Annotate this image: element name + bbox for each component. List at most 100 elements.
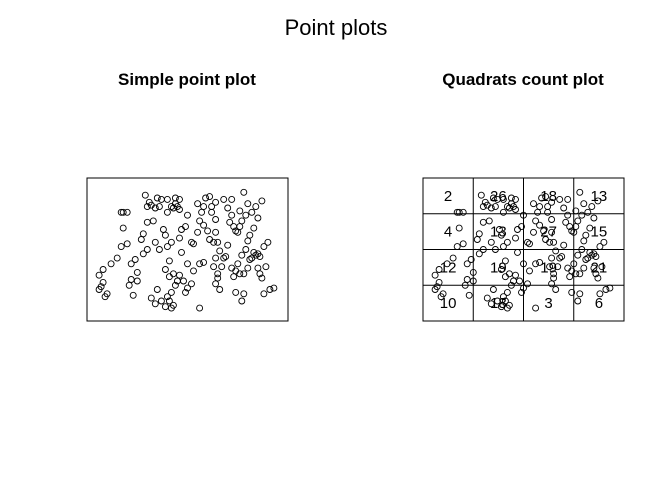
quadrat-plot-point (483, 294, 491, 302)
quadrat-plot-point (544, 208, 552, 216)
quadrats-count-plot-panel: Quadrats count plot 2 26 18 13 4 13 27 15 12 19 19… (422, 70, 625, 322)
simple-plot-point (240, 188, 248, 196)
simple-plot-point (248, 208, 256, 216)
quadrat-plot-point (503, 288, 511, 296)
quadrat-plot-point (556, 195, 564, 203)
quadrat-plot-point (572, 207, 580, 215)
simple-plot-point (167, 238, 175, 246)
simple-plot-point (107, 260, 115, 268)
simple-plot-point (214, 238, 222, 246)
simple-plot-point (190, 240, 197, 248)
simple-plot-point (194, 228, 202, 236)
quadrat-plot-point (600, 238, 608, 246)
quadrat-plot-point (580, 264, 588, 272)
simple-plot-point (161, 266, 169, 273)
simple-plot-point (184, 260, 191, 268)
quadrat-count-label: 12 (440, 259, 457, 276)
quadrat-plot-point (548, 280, 556, 288)
simple-plot-point (129, 291, 137, 299)
quadrat-plot-point (580, 237, 588, 245)
simple-plot-point (113, 254, 121, 262)
quadrat-count-label: 6 (595, 295, 603, 312)
quadrat-plot-point (499, 243, 507, 251)
figure-title: Point plots (285, 15, 388, 40)
simple-plot-point (151, 238, 159, 246)
quadrat-count-label: 19 (540, 259, 557, 276)
quadrat-plot-point (540, 227, 548, 235)
quadrat-plot-point (487, 300, 495, 308)
quadrat-plot-point (518, 288, 525, 296)
quadrat-plot-point (499, 293, 507, 301)
quadrat-plot-point (431, 286, 439, 293)
simple-plot-point (139, 230, 147, 238)
simple-plot-point (137, 236, 145, 243)
simple-plot-point (95, 286, 103, 293)
quadrat-count-label: 15 (591, 224, 608, 241)
simple-plot-point (212, 280, 220, 288)
simple-plot-point (212, 216, 220, 223)
quadrat-plot-point (586, 224, 594, 232)
quadrat-plot-point (606, 284, 614, 292)
quadrat-plot-point (536, 258, 544, 266)
quadrat-plot-point (560, 241, 568, 249)
quadrat-plot-point (580, 200, 588, 208)
quadrat-count-label: 10 (440, 295, 457, 312)
quadrat-plot-point (497, 303, 505, 311)
quadrat-counts: 2 26 18 13 4 13 27 15 12 19 19 21 10 18 3 6 (440, 188, 607, 312)
quadrat-plot-point (548, 198, 556, 206)
quadrat-plot-point (497, 231, 505, 239)
simple-plot-point (244, 264, 252, 272)
simple-plot-point (240, 270, 248, 278)
simple-plot-point (254, 264, 262, 272)
simple-plot-point (206, 193, 214, 201)
quadrat-plot-point (487, 238, 495, 246)
simple-plot-point (218, 263, 226, 271)
simple-plot-point (169, 270, 177, 278)
simple-plot-point (210, 263, 218, 271)
simple-plot-point (125, 281, 133, 289)
simple-plot-point (95, 271, 103, 279)
quadrat-plot-point (578, 246, 586, 253)
simple-plot-point (234, 260, 242, 268)
quadrat-plot-point (592, 253, 600, 261)
simple-plot-point (171, 281, 179, 289)
simple-plot-point (165, 273, 173, 281)
simple-point-plot-panel: Simple point plot (86, 70, 289, 322)
quadrat-plot-point (455, 224, 463, 232)
simple-plot-point (238, 251, 246, 259)
simple-plot-point (143, 246, 151, 253)
simple-plot-point (167, 203, 175, 211)
simple-plot-point (123, 208, 131, 216)
quadrat-plot-point (546, 263, 554, 271)
quadrat-count-label: 27 (540, 224, 557, 241)
simple-plot-point (220, 254, 228, 262)
simple-plot-point (238, 297, 246, 305)
simple-plot-point (163, 195, 171, 203)
quadrat-plot-point (536, 221, 544, 229)
quadrat-count-label: 18 (490, 295, 507, 312)
quadrat-plot-point (576, 188, 584, 196)
simple-plot-point (151, 300, 159, 308)
quadrat-plot-point (467, 256, 475, 263)
simple-plot-point (228, 211, 236, 219)
quadrat-plot-point (566, 273, 574, 281)
quadrat-plot-point (516, 277, 523, 285)
simple-plot-point (262, 263, 270, 271)
quadrat-count-label: 13 (591, 188, 608, 205)
quadrat-plot-point (479, 203, 487, 211)
simple-plot-point (216, 247, 224, 255)
quadrat-plot-point (453, 243, 461, 251)
quadrat-plot-point (588, 251, 596, 259)
quadrat-plot-point (582, 231, 590, 239)
simple-plot-point (264, 238, 272, 246)
simple-plot-point (176, 271, 183, 279)
quadrat-plot-point (564, 264, 572, 272)
simple-plot-point (119, 224, 127, 232)
quadrat-plot-point (491, 203, 499, 211)
quadrat-plot-point (489, 194, 497, 202)
quadrat-plot-point (499, 195, 507, 203)
simple-plot-point (200, 258, 208, 266)
quadrat-plot-point (576, 270, 584, 278)
quadrat-plot-point (556, 254, 564, 262)
